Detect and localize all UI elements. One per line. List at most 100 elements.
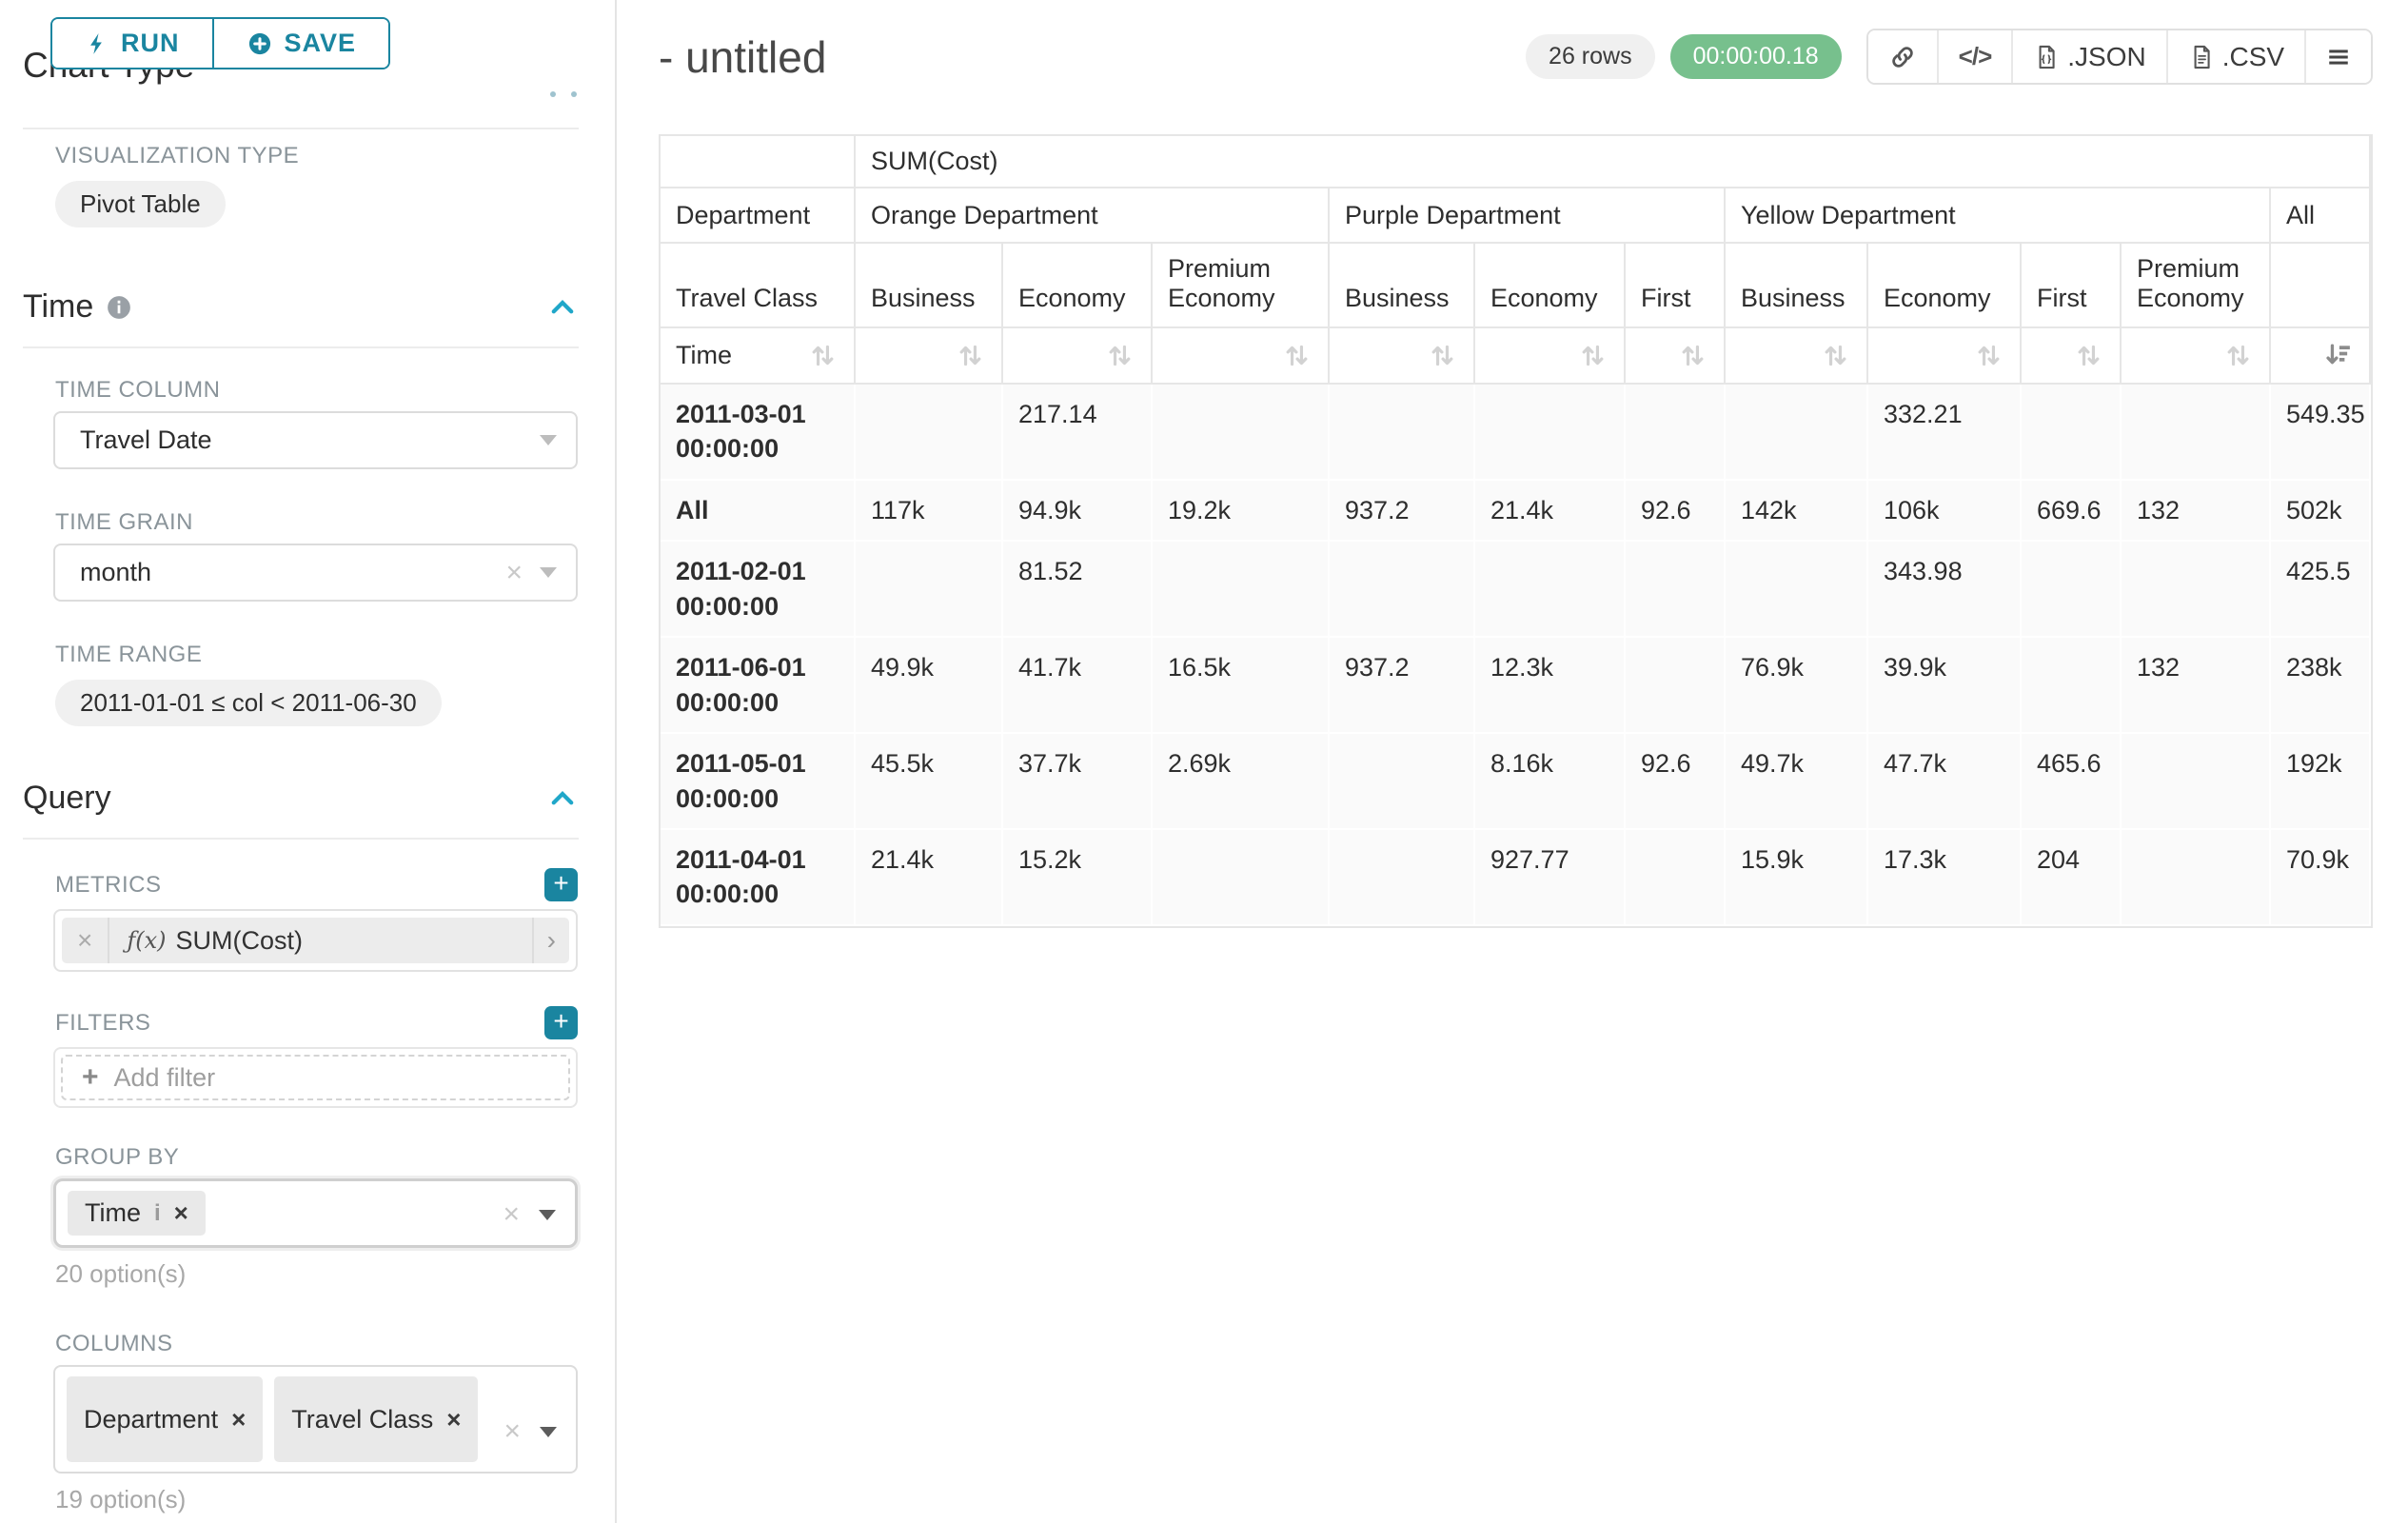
table-row: 2011-03-01 00:00:00 217.14 332.21 549.35 bbox=[661, 385, 2372, 481]
time-column-select[interactable]: Travel Date bbox=[53, 411, 578, 469]
time-range-pill[interactable]: 2011-01-01 ≤ col < 2011-06-30 bbox=[55, 680, 442, 726]
value-cell: 17.3k bbox=[1868, 829, 2022, 926]
row-key-cell: 2011-03-01 00:00:00 bbox=[661, 385, 856, 481]
column-header: First bbox=[2022, 244, 2122, 328]
value-cell: 238k bbox=[2271, 638, 2372, 735]
visualization-type-pill[interactable]: Pivot Table bbox=[55, 181, 226, 227]
table-row: Travel Class Business Economy Premium Econo… bbox=[661, 244, 2372, 328]
run-button[interactable]: RUN bbox=[52, 19, 212, 68]
row-key-cell: 2011-02-01 00:00:00 bbox=[661, 542, 856, 639]
clear-icon[interactable]: × bbox=[503, 1415, 521, 1447]
filters-container: + Add filter bbox=[53, 1047, 578, 1108]
value-cell: 37.7k bbox=[1003, 734, 1153, 830]
column-header: Economy bbox=[1475, 244, 1626, 328]
sort-icon[interactable] bbox=[1577, 340, 1609, 371]
metric-chip[interactable]: × ƒ(x) SUM(Cost) › bbox=[62, 918, 569, 963]
embed-code-button[interactable]: </> bbox=[1936, 30, 2012, 83]
sort-icon[interactable] bbox=[1973, 340, 2004, 371]
value-cell: 70.9k bbox=[2271, 829, 2372, 926]
chevron-up-icon[interactable] bbox=[546, 291, 579, 324]
group-by-chip[interactable]: Time i × bbox=[68, 1191, 206, 1236]
add-filter-dropzone[interactable]: + Add filter bbox=[61, 1055, 570, 1100]
sort-icon[interactable] bbox=[1677, 340, 1708, 371]
sort-desc-icon[interactable] bbox=[2322, 340, 2354, 371]
value-cell bbox=[1726, 542, 1868, 639]
remove-chip-icon[interactable]: × bbox=[231, 1404, 247, 1434]
row-key-cell: 2011-04-01 00:00:00 bbox=[661, 829, 856, 926]
columns-chip[interactable]: Travel Class × bbox=[274, 1376, 479, 1462]
add-filter-button[interactable]: + bbox=[544, 1006, 578, 1039]
column-group-header: Purple Department bbox=[1330, 188, 1726, 244]
save-button[interactable]: SAVE bbox=[211, 19, 389, 68]
group-by-label: GROUP BY bbox=[55, 1144, 180, 1170]
clear-icon[interactable]: × bbox=[503, 1198, 520, 1230]
columns-select[interactable]: Department × Travel Class × × bbox=[53, 1365, 578, 1474]
value-cell: 465.6 bbox=[2022, 734, 2122, 830]
value-cell: 81.52 bbox=[1003, 542, 1153, 639]
table-row-sort: Time bbox=[661, 328, 2372, 385]
menu-button[interactable] bbox=[2304, 30, 2372, 83]
chart-panel: - untitled 26 rows 00:00:00.18 </> bbox=[617, 0, 2408, 1523]
function-icon: ƒ(x) bbox=[127, 927, 167, 954]
filters-header-row: FILTERS + bbox=[55, 1006, 578, 1039]
time-column-label: TIME COLUMN bbox=[55, 377, 221, 403]
column-header: Premium Economy bbox=[1153, 244, 1330, 328]
value-cell: 15.2k bbox=[1003, 829, 1153, 926]
metric-chip-label: SUM(Cost) bbox=[175, 925, 304, 955]
remove-chip-icon[interactable]: × bbox=[173, 1198, 188, 1227]
plus-circle-icon bbox=[248, 32, 270, 54]
caret-down-icon[interactable] bbox=[540, 1426, 557, 1437]
value-cell: 12.3k bbox=[1475, 638, 1626, 735]
column-group-header: Orange Department bbox=[856, 188, 1330, 244]
metrics-container: × ƒ(x) SUM(Cost) › bbox=[53, 909, 578, 972]
table-row: 2011-05-01 00:00:00 45.5k 37.7k 2.69k 8.16k 9… bbox=[661, 734, 2372, 830]
remove-chip-icon[interactable]: × bbox=[446, 1404, 462, 1434]
chevron-up-icon[interactable] bbox=[546, 782, 579, 815]
export-json-button[interactable]: .JSON bbox=[2011, 30, 2166, 83]
export-csv-button[interactable]: .CSV bbox=[2165, 30, 2305, 83]
group-by-select[interactable]: Time i × × bbox=[53, 1178, 578, 1248]
value-cell: 76.9k bbox=[1726, 638, 1868, 735]
page-title[interactable]: - untitled bbox=[659, 31, 827, 82]
filters-label: FILTERS bbox=[55, 1009, 151, 1036]
chevron-right-icon[interactable]: › bbox=[531, 918, 569, 963]
panel-drag-handle[interactable] bbox=[550, 91, 577, 97]
add-metric-button[interactable]: + bbox=[544, 868, 578, 901]
value-cell: 15.9k bbox=[1726, 829, 1868, 926]
sort-icon[interactable] bbox=[1820, 340, 1851, 371]
columns-chip[interactable]: Department × bbox=[67, 1376, 264, 1462]
time-grain-select[interactable]: month × bbox=[53, 544, 578, 602]
sort-icon[interactable] bbox=[1281, 340, 1313, 371]
column-header: Business bbox=[1726, 244, 1868, 328]
sort-icon[interactable] bbox=[1427, 340, 1458, 371]
sort-icon[interactable] bbox=[2073, 340, 2104, 371]
sort-icon[interactable] bbox=[955, 340, 986, 371]
table-row: SUM(Cost) bbox=[661, 136, 2372, 188]
sort-cell bbox=[856, 328, 1003, 385]
value-cell: 117k bbox=[856, 480, 1003, 543]
value-cell: 549.35 bbox=[2271, 385, 2372, 481]
value-cell bbox=[1726, 385, 1868, 481]
value-cell bbox=[1153, 829, 1330, 926]
sort-cell bbox=[1626, 328, 1726, 385]
value-cell: 927.77 bbox=[1475, 829, 1626, 926]
column-header: First bbox=[1626, 244, 1726, 328]
value-cell: 8.16k bbox=[1475, 734, 1626, 830]
caret-down-icon[interactable] bbox=[539, 1209, 556, 1220]
sort-icon[interactable] bbox=[1104, 340, 1135, 371]
copy-link-button[interactable] bbox=[1867, 30, 1937, 83]
sort-icon[interactable] bbox=[2222, 340, 2254, 371]
value-cell: 19.2k bbox=[1153, 480, 1330, 543]
export-button-group: </> .JSON .CSV bbox=[1865, 29, 2374, 85]
visualization-type-label: VISUALIZATION TYPE bbox=[55, 143, 300, 168]
clear-icon[interactable]: × bbox=[505, 556, 523, 588]
column-group-header: Yellow Department bbox=[1726, 188, 2271, 244]
time-section-title: Time bbox=[23, 288, 94, 325]
sort-icon[interactable] bbox=[807, 340, 839, 371]
remove-metric-icon[interactable]: × bbox=[62, 918, 110, 963]
value-cell: 47.7k bbox=[1868, 734, 2022, 830]
metrics-header-row: METRICS + bbox=[55, 868, 578, 901]
value-cell: 132 bbox=[2122, 638, 2271, 735]
query-timer-badge: 00:00:00.18 bbox=[1669, 34, 1842, 79]
row-dimension2-header: Travel Class bbox=[661, 244, 856, 328]
